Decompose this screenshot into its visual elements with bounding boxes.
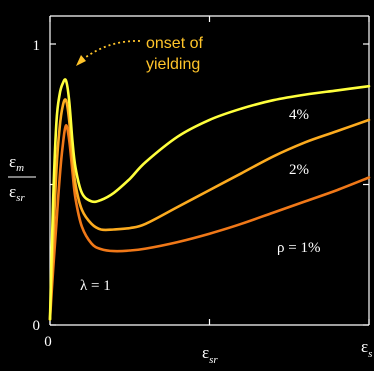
x-tick-label-0: 0 (44, 334, 52, 350)
series-label-2pct: 2% (289, 162, 309, 178)
y-tick-label-0: 0 (33, 318, 41, 334)
y-axis-label: εm εsr (8, 152, 36, 204)
axis-ticks (49, 16, 370, 326)
y-label-numerator: ε (9, 152, 16, 171)
series-4pct-line (48, 78, 371, 321)
x-label-sub: sr (209, 354, 218, 366)
y-label-denominator-sub: sr (16, 192, 25, 204)
annotation-arrowhead-icon (76, 55, 86, 66)
x-axis-label: εsr (202, 343, 218, 366)
data-series (48, 78, 371, 321)
y-label-numerator-sub: m (16, 162, 24, 174)
x-end-label-sub: s (368, 348, 372, 360)
y-tick-label-1: 1 (33, 38, 41, 54)
y-label-denominator: ε (9, 182, 16, 201)
onset-of-yielding-annotation: onset of yielding (76, 35, 203, 73)
lambda-annotation: λ = 1 (80, 278, 111, 294)
annotation-dotted-arrow (81, 40, 141, 61)
series-label-4pct: 4% (289, 107, 309, 123)
svg-text:εm: εm (9, 152, 24, 174)
series-label-1pct: ρ = 1% (277, 240, 320, 256)
annotation-line-1: onset of (146, 35, 203, 52)
series-1pct-line (48, 124, 371, 321)
x-axis-end-label: εs (361, 337, 372, 360)
series-2pct-line (48, 98, 371, 321)
x-label-main: ε (202, 343, 209, 362)
annotation-line-2: yielding (146, 56, 200, 73)
x-end-label-main: ε (361, 337, 368, 356)
svg-text:εsr: εsr (9, 182, 25, 204)
